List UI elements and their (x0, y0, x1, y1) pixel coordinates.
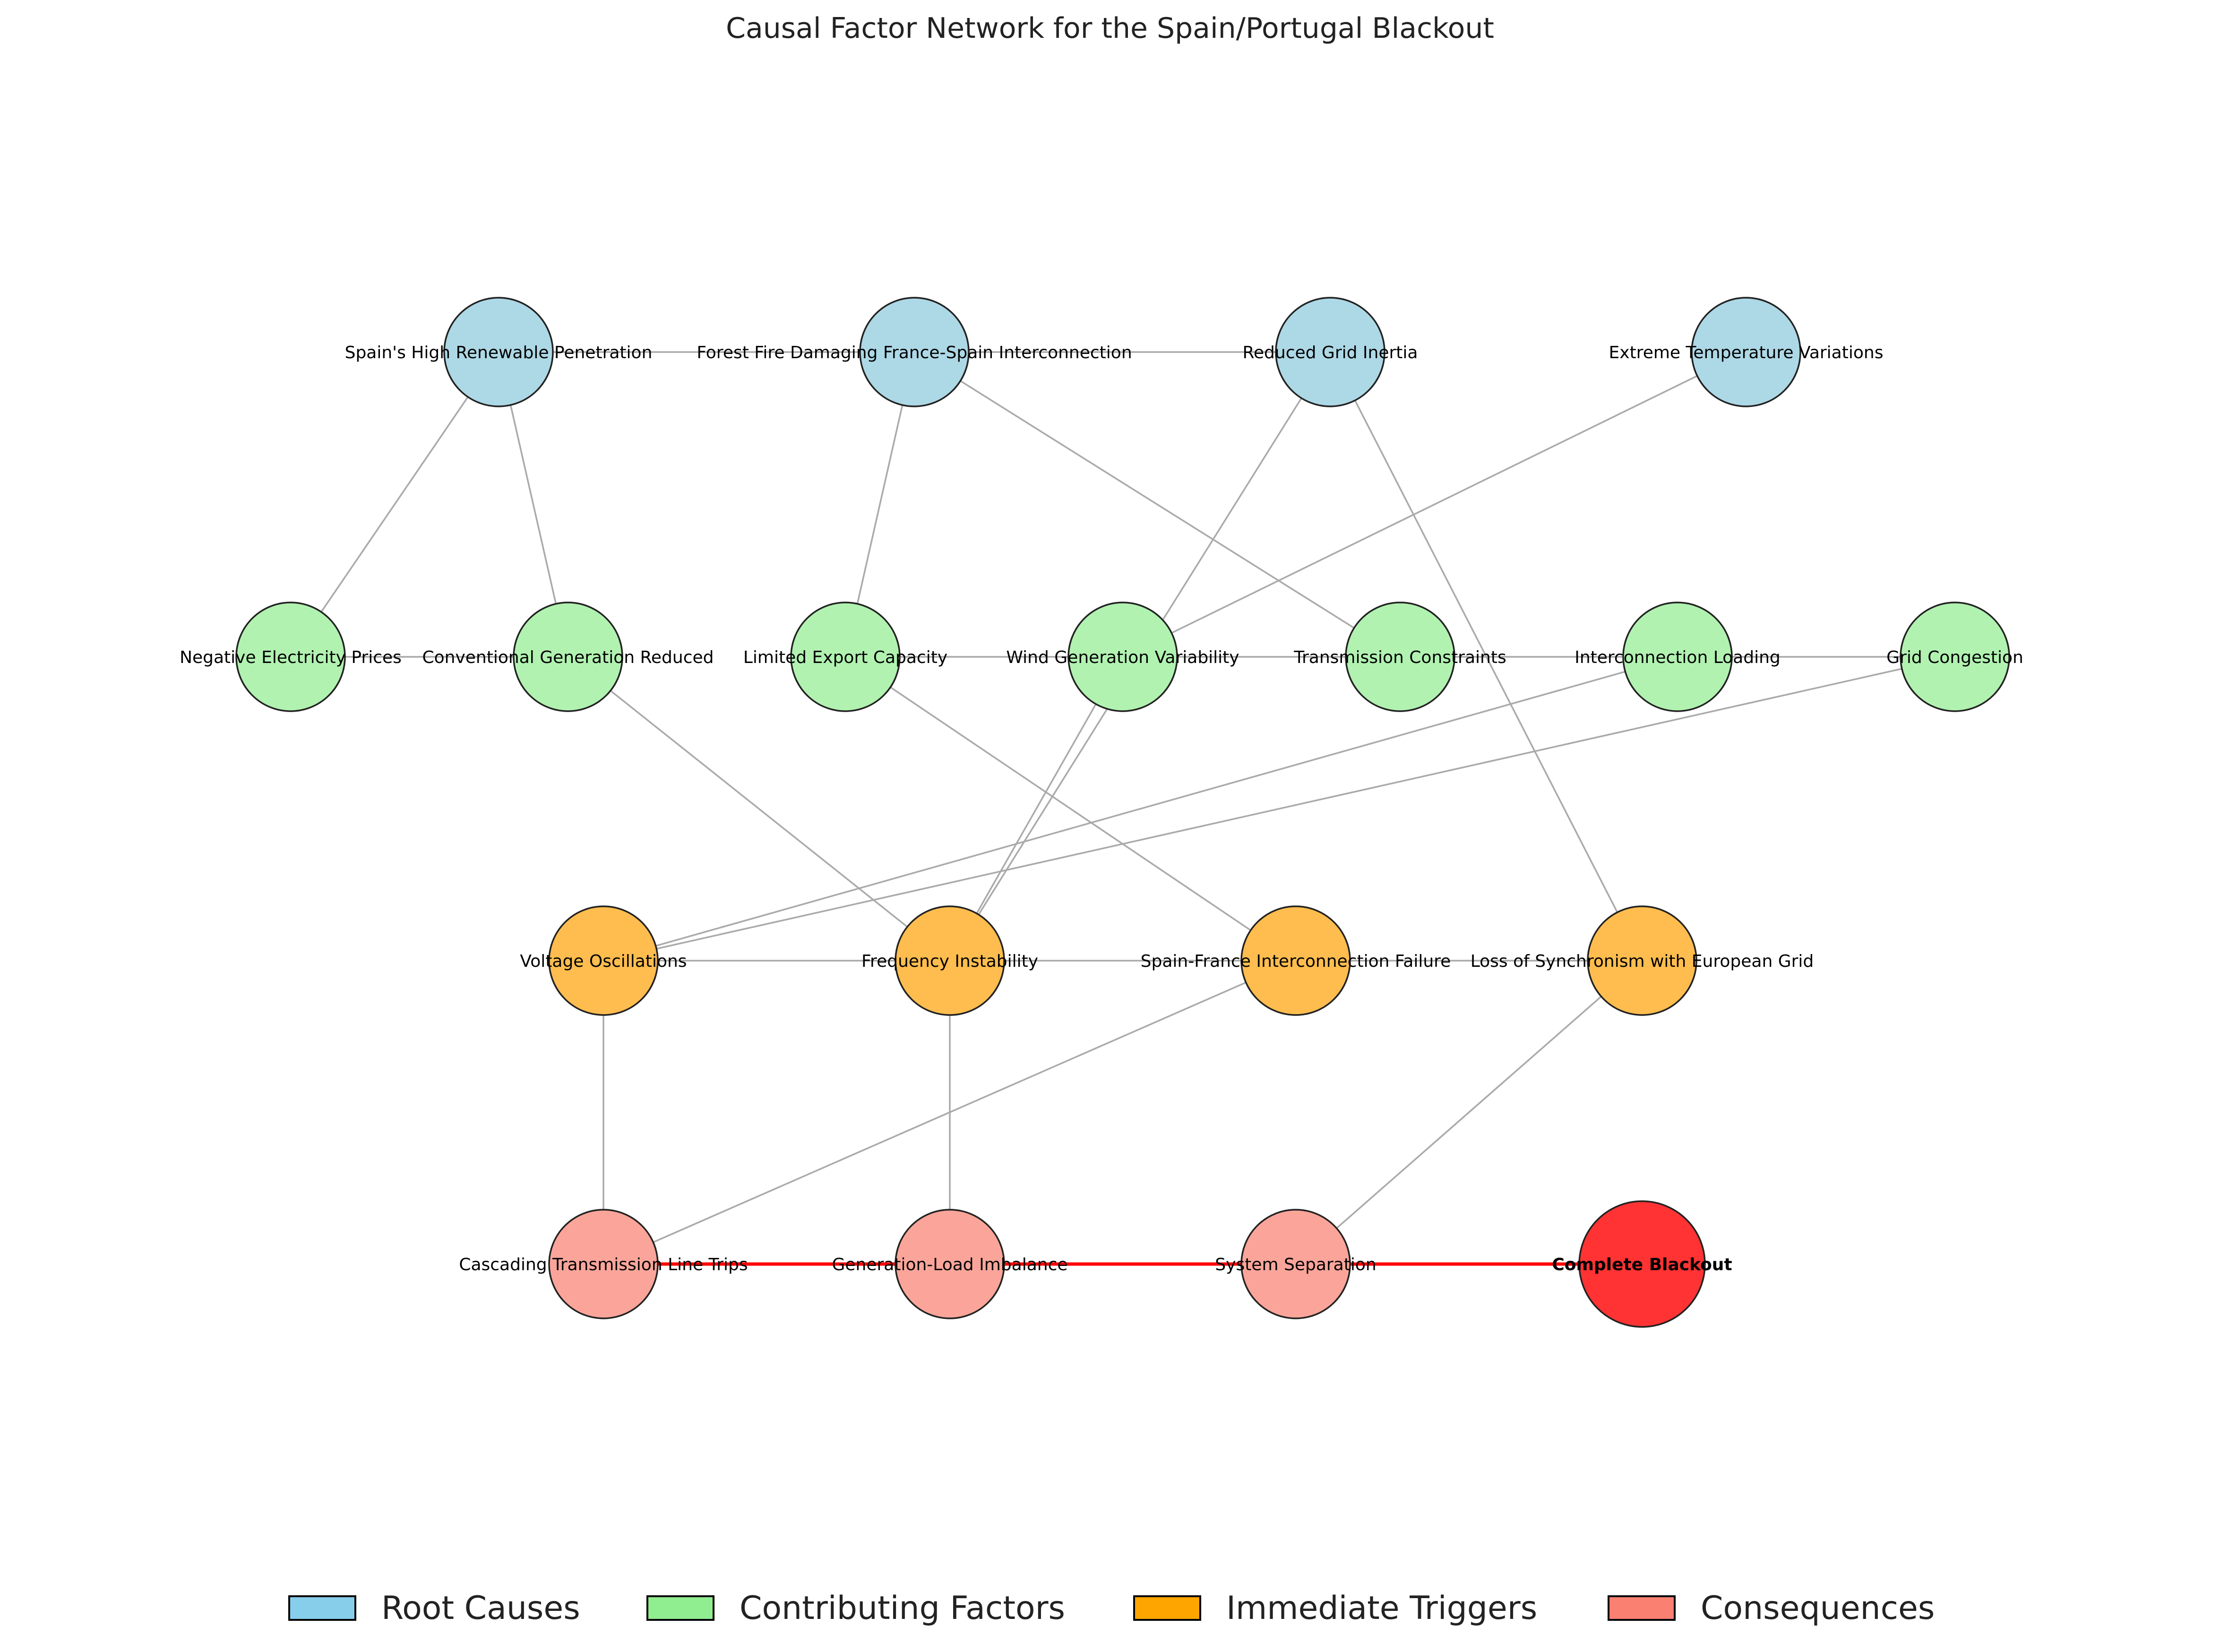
diagram-title: Causal Factor Network for the Spain/Port… (726, 12, 1494, 45)
node-wind_variability[interactable] (1067, 602, 1178, 712)
node-interconnection_loading[interactable] (1622, 602, 1733, 712)
edge-interconnection_failure-to-cascading_trips (603, 960, 1296, 1265)
edge-extreme_temp-to-wind_variability (1122, 351, 1747, 658)
edge-interconnection_loading-to-voltage_osc (603, 656, 1678, 962)
node-label-loss_sync: Loss of Synchronism with European Grid (1471, 952, 1814, 971)
node-limited_export[interactable] (790, 602, 901, 712)
node-system_separation[interactable] (1240, 1209, 1351, 1319)
node-label-conventional_reduced: Conventional Generation Reduced (422, 648, 714, 667)
node-freq_instability[interactable] (895, 905, 1005, 1016)
node-label-limited_export: Limited Export Capacity (743, 648, 947, 667)
edges-layer (290, 351, 1955, 1265)
node-label-negative_prices: Negative Electricity Prices (180, 648, 402, 667)
labels-layer: Spain's High Renewable Penetration Forest… (180, 343, 2023, 1274)
node-label-reduced_inertia: Reduced Grid Inertia (1242, 343, 1418, 362)
node-label-extreme_temp: Extreme Temperature Variations (1609, 343, 1884, 362)
legend-item-0: Root Causes (288, 1590, 580, 1627)
node-cascading_trips[interactable] (548, 1209, 659, 1319)
edge-grid_congestion-to-voltage_osc (603, 656, 1955, 962)
edge-conventional_reduced-to-freq_instability (567, 656, 951, 962)
edge-loss_sync-to-system_separation (1295, 960, 1643, 1265)
edge-forest_fire-to-transmission_constraints (914, 351, 1401, 658)
legend-label: Root Causes (381, 1590, 580, 1627)
node-label-complete_blackout: Complete Blackout (1552, 1255, 1732, 1274)
node-grid_congestion[interactable] (1900, 602, 2010, 712)
edge-spain_renewable-to-negative_prices (290, 352, 499, 657)
nodes-layer (235, 297, 2010, 1328)
node-label-gen_load_imbalance: Generation-Load Imbalance (832, 1255, 1067, 1274)
legend-swatch (646, 1595, 714, 1621)
legend-swatch (1608, 1595, 1676, 1621)
node-forest_fire[interactable] (859, 297, 970, 407)
node-label-wind_variability: Wind Generation Variability (1006, 648, 1239, 667)
legend-label: Immediate Triggers (1226, 1590, 1537, 1627)
node-interconnection_failure[interactable] (1240, 905, 1351, 1016)
node-label-system_separation: System Separation (1215, 1255, 1376, 1274)
edge-limited_export-to-interconnection_failure (845, 656, 1296, 962)
node-label-spain_renewable: Spain's High Renewable Penetration (345, 343, 653, 362)
legend-label: Contributing Factors (740, 1590, 1065, 1627)
legend-label: Consequences (1701, 1590, 1935, 1627)
node-complete_blackout[interactable] (1578, 1200, 1706, 1328)
node-label-forest_fire: Forest Fire Damaging France-Spain Interc… (697, 343, 1132, 362)
legend-swatch (1133, 1595, 1201, 1621)
edge-wind_variability-to-freq_instability (949, 656, 1124, 961)
node-transmission_constraints[interactable] (1345, 602, 1455, 712)
node-conventional_reduced[interactable] (513, 602, 623, 712)
node-label-voltage_osc: Voltage Oscillations (520, 952, 687, 971)
node-label-interconnection_loading: Interconnection Loading (1575, 648, 1781, 667)
node-label-freq_instability: Frequency Instability (861, 952, 1038, 971)
legend-swatch (288, 1595, 356, 1621)
node-gen_load_imbalance[interactable] (895, 1209, 1005, 1319)
node-negative_prices[interactable] (235, 602, 346, 712)
node-spain_renewable[interactable] (443, 297, 554, 407)
legend-item-2: Immediate Triggers (1133, 1590, 1537, 1627)
node-loss_sync[interactable] (1587, 905, 1697, 1016)
legend-item-1: Contributing Factors (646, 1590, 1065, 1627)
node-label-interconnection_failure: Spain-France Interconnection Failure (1141, 952, 1451, 971)
node-extreme_temp[interactable] (1691, 297, 1801, 407)
node-voltage_osc[interactable] (548, 905, 659, 1016)
node-label-cascading_trips: Cascading Transmission Line Trips (459, 1255, 748, 1274)
node-label-transmission_constraints: Transmission Constraints (1293, 648, 1506, 667)
legend: Root Causes Contributing Factors Immediate… (288, 1590, 1935, 1627)
node-reduced_inertia[interactable] (1275, 297, 1385, 407)
node-label-grid_congestion: Grid Congestion (1886, 648, 2023, 667)
legend-item-3: Consequences (1608, 1590, 1935, 1627)
